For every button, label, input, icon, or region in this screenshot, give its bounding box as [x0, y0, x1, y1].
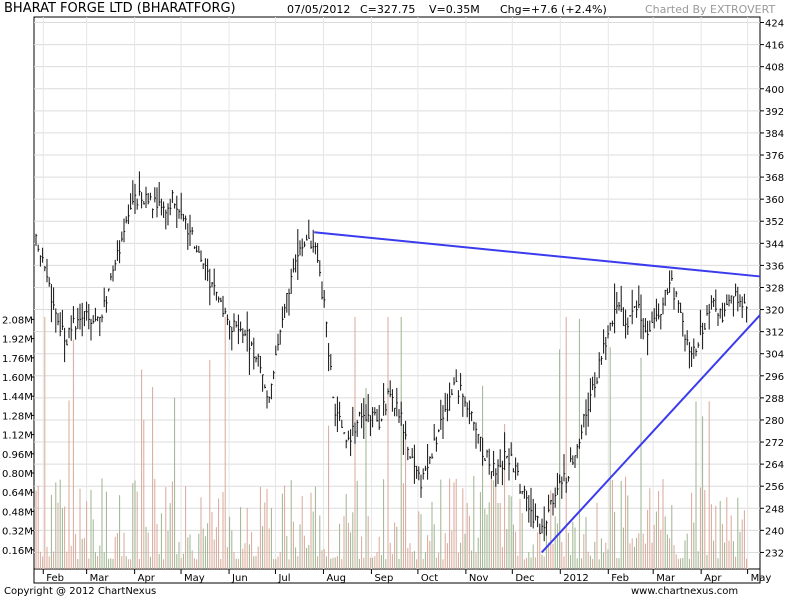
price-tick-label: 384 — [765, 129, 784, 140]
date-tick-label: Dec — [515, 573, 534, 584]
price-axis: 232 240 248 256 264 272 280 288 296 304 312 320 328 3… — [760, 19, 784, 559]
price-tick-label: 320 — [765, 306, 784, 317]
date-tick-label: Jul — [277, 573, 290, 584]
price-tick-label: 288 — [765, 394, 784, 405]
date-axis: Feb Mar Apr May Jun Jul Aug Sep Oct Nov Dec 2012 Feb… — [42, 569, 772, 584]
date-tick-label: Aug — [326, 573, 346, 584]
trendline — [540, 314, 761, 554]
volume-tick-label: 1.12M — [2, 431, 33, 442]
price-tick-label: 392 — [765, 107, 784, 118]
date-tick-label: Jun — [231, 573, 248, 584]
chartnexus-link[interactable]: www.chartnexus.com — [631, 586, 739, 597]
quote-date: 07/05/2012 — [287, 3, 351, 16]
date-tick-label: Apr — [704, 573, 722, 584]
stock-title: BHARAT FORGE LTD (BHARATFORG) — [4, 1, 236, 16]
date-tick-label: Mar — [656, 573, 676, 584]
price-tick-label: 272 — [765, 438, 784, 449]
volume-tick-label: 1.76M — [2, 354, 33, 365]
volume-tick-label: 1.92M — [2, 335, 33, 346]
volume-bars — [35, 317, 748, 569]
date-tick-label: Feb — [611, 573, 629, 584]
price-tick-label: 256 — [765, 482, 784, 493]
date-tick-label: Mar — [90, 573, 110, 584]
price-tick-label: 360 — [765, 195, 784, 206]
volume-tick-label: 0.48M — [2, 507, 33, 518]
price-tick-label: 336 — [765, 261, 784, 272]
date-tick-label: 2012 — [563, 573, 588, 584]
price-tick-label: 280 — [765, 416, 784, 427]
price-bars — [35, 171, 748, 542]
close-price: C=327.75 — [360, 3, 416, 16]
date-tick-label: Oct — [421, 573, 438, 584]
trendlines — [314, 231, 761, 554]
price-tick-label: 344 — [765, 239, 784, 250]
price-change: Chg=+7.6 (+2.4%) — [500, 3, 607, 16]
price-tick-label: 296 — [765, 372, 784, 383]
volume-tick-label: 2.08M — [2, 315, 33, 326]
date-tick-label: Feb — [46, 573, 64, 584]
price-tick-label: 312 — [765, 328, 784, 339]
price-tick-label: 264 — [765, 460, 784, 471]
grid-lines — [34, 17, 760, 569]
price-tick-label: 248 — [765, 504, 784, 515]
price-tick-label: 400 — [765, 85, 784, 96]
date-tick-label: Sep — [374, 573, 393, 584]
volume-tick-label: 0.96M — [2, 450, 33, 461]
price-tick-label: 416 — [765, 41, 784, 52]
date-tick-label: May — [751, 573, 772, 584]
date-tick-label: Nov — [469, 573, 489, 584]
copyright: Copyright @ 2012 ChartNexus — [4, 586, 157, 597]
volume-tick-label: 0.16M — [2, 546, 33, 557]
chart-header: BHARAT FORGE LTD (BHARATFORG) 07/05/2012… — [0, 0, 800, 20]
volume-value: V=0.35M — [429, 3, 480, 16]
charted-by: Charted By EXTROVERT — [645, 3, 776, 16]
price-tick-label: 424 — [765, 19, 784, 30]
price-tick-label: 328 — [765, 283, 784, 294]
price-tick-label: 376 — [765, 151, 784, 162]
price-tick-label: 408 — [765, 63, 784, 74]
volume-tick-label: 1.44M — [2, 392, 33, 403]
trendline — [314, 231, 761, 278]
date-tick-label: May — [184, 573, 205, 584]
date-tick-label: Apr — [138, 573, 156, 584]
volume-axis: 0.16M 0.32M 0.48M 0.64M 0.80M 0.96M 1.12M 1.28M… — [2, 315, 34, 557]
volume-tick-label: 0.80M — [2, 469, 33, 480]
price-tick-label: 232 — [765, 548, 784, 559]
volume-tick-label: 1.28M — [2, 411, 33, 422]
price-tick-label: 368 — [765, 173, 784, 184]
price-tick-label: 240 — [765, 526, 784, 537]
volume-tick-label: 0.32M — [2, 527, 33, 538]
volume-tick-label: 1.60M — [2, 373, 33, 384]
volume-tick-label: 0.64M — [2, 488, 33, 499]
price-tick-label: 352 — [765, 217, 784, 228]
price-tick-label: 304 — [765, 350, 784, 361]
